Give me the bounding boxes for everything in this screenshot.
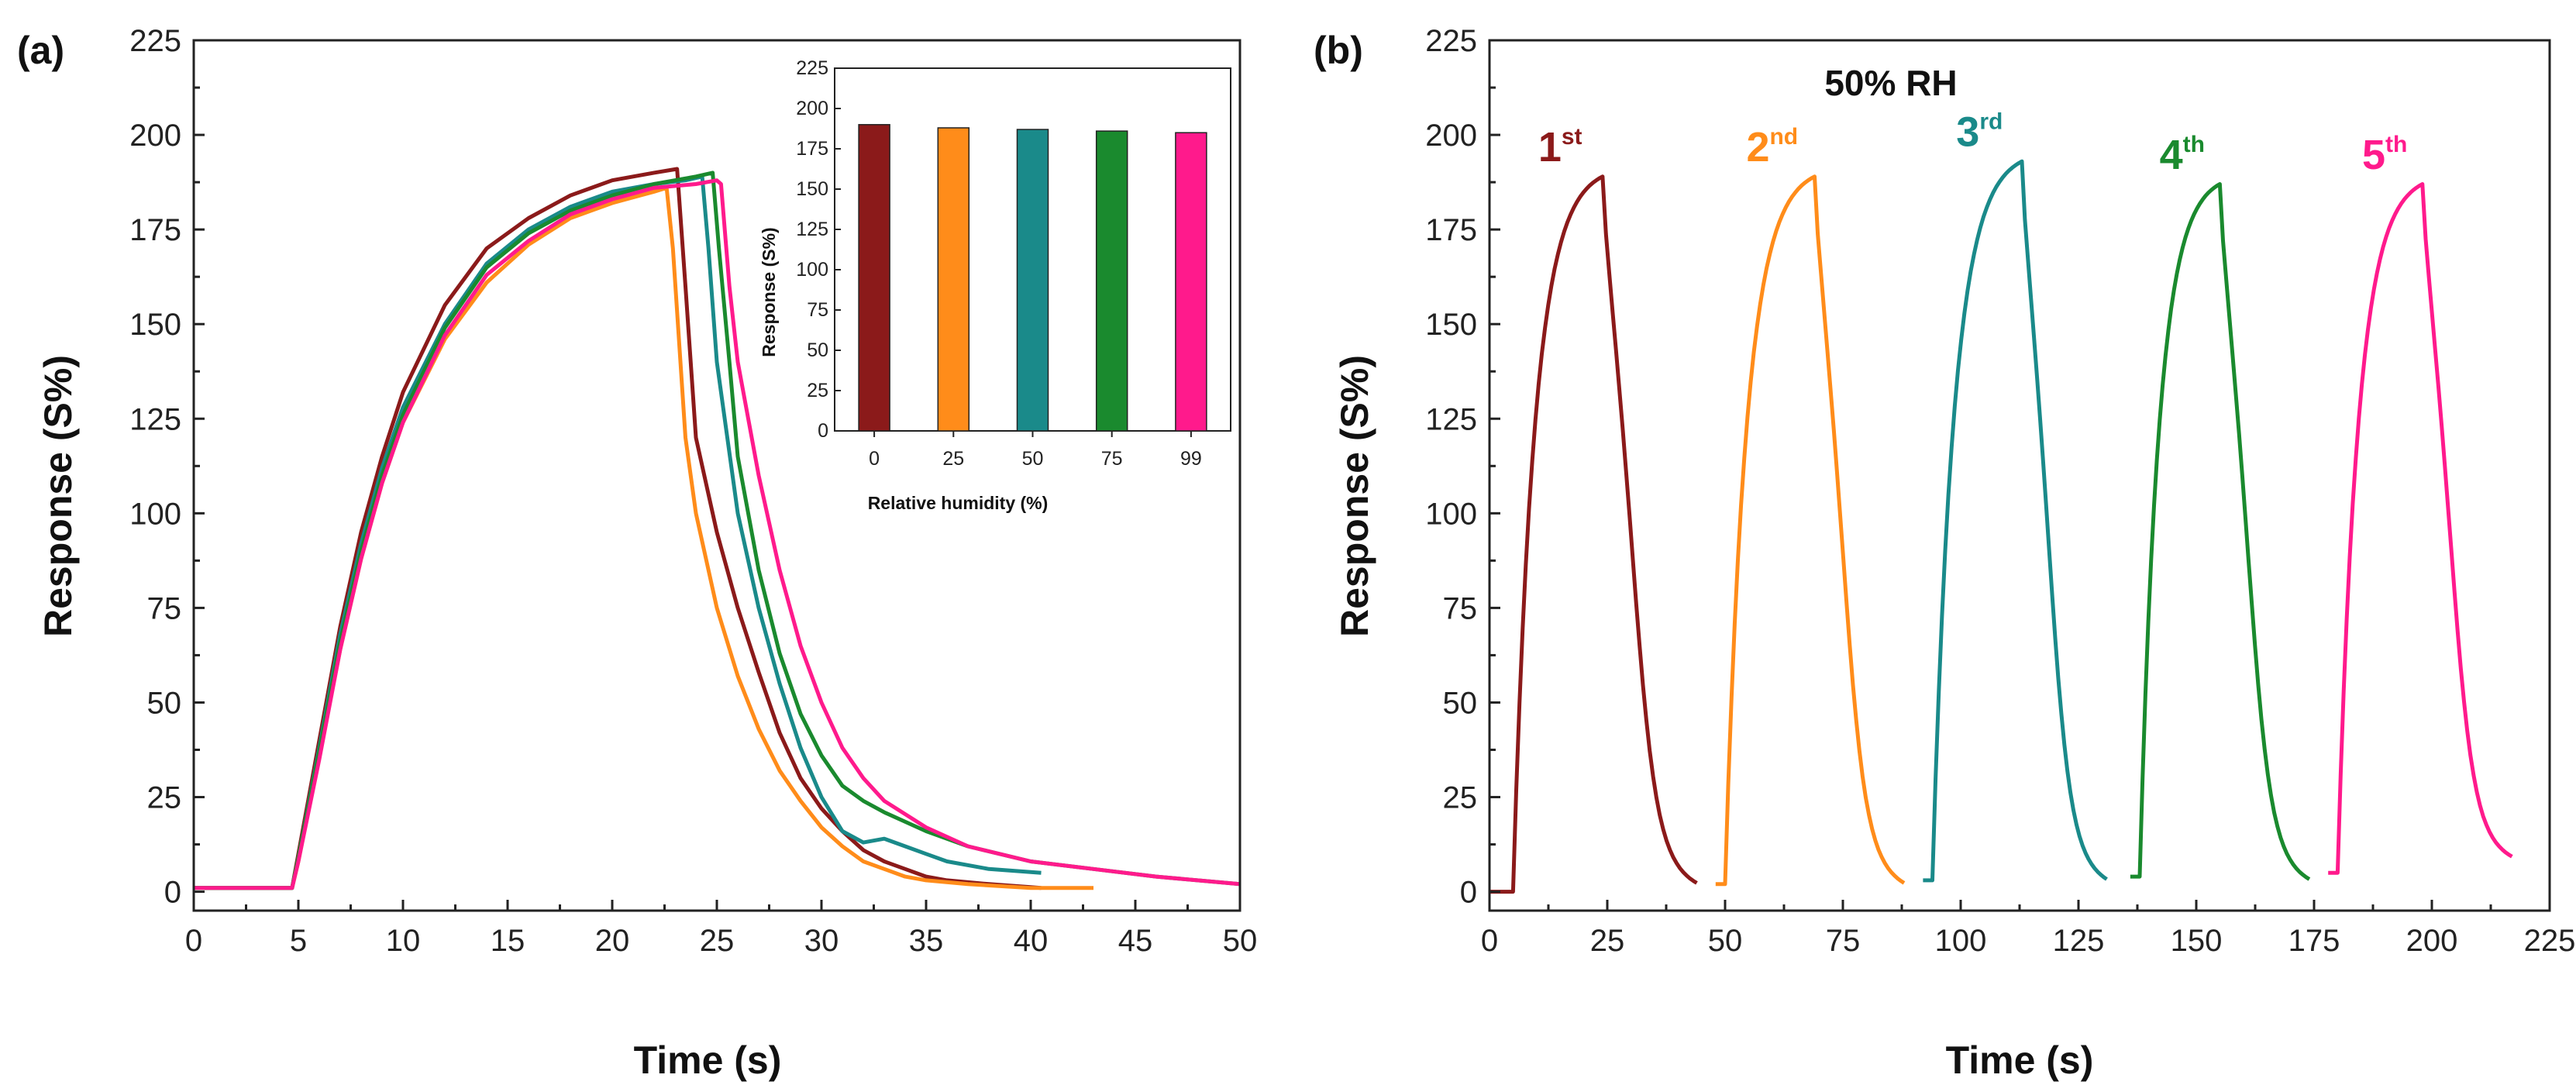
panel-a-y-tick-label: 150: [129, 308, 181, 342]
panel-a-y-tick-label: 0: [164, 876, 181, 910]
panel-b-x-axis-title: Time (s): [1946, 1038, 2094, 1082]
cycle-label-2: 2nd: [1746, 124, 1798, 170]
panel-a-y-tick-label: 25: [147, 781, 182, 815]
panel-b: (b) 1st 2nd 3rd 4th 5th 0 25 50 75 100 125 150 175 2…: [1314, 24, 2575, 1082]
cycle-label-5: 5th: [2362, 132, 2407, 178]
panel-b-axes: 0 25 50 75 100 125 150 175 200 225 0 25 50 75 100 125 15…: [1425, 24, 2575, 958]
panel-b-y-tick-label: 200: [1425, 119, 1477, 153]
cycle-line-2: [1715, 174, 1906, 887]
panel-a-y-tick-label: 50: [147, 686, 182, 720]
panel-a-x-tick-label: 30: [804, 924, 839, 958]
panel-a-y-tick-label: 125: [129, 402, 181, 436]
panel-a-x-tick-label: 0: [185, 924, 202, 958]
panel-b-y-tick-label: 125: [1425, 402, 1477, 436]
panel-b-x-tick-label: 75: [1826, 924, 1861, 958]
panel-b-plot-frame: [1488, 39, 2551, 912]
cycle-label-3: 3rd: [1956, 109, 2003, 156]
panel-b-x-tick-label: 0: [1481, 924, 1498, 958]
inset-bar-chart: Relative humidity (%) Response (S%) 0 25 5…: [759, 57, 1231, 513]
panel-b-y-tick-label: 175: [1425, 213, 1477, 247]
panel-a-axes: 0 5 10 15 20 25 30 35 40 45 50 0 25 50 75 100 125 150 175 2…: [129, 24, 1257, 958]
inset-x-tick-label: 50: [1022, 448, 1044, 470]
panel-a-x-tick-label: 35: [909, 924, 944, 958]
panel-a-label: (a): [17, 29, 64, 72]
panel-a-x-tick-label: 10: [386, 924, 421, 958]
panel-a-x-tick-label: 25: [700, 924, 735, 958]
panel-a: (a) 0 5 10 15 20 25 30 35 40 45 50 0 25 50 75 100 125 150…: [17, 24, 1257, 1082]
cycle-line-4: [2130, 182, 2311, 881]
panel-b-y-tick-label: 50: [1443, 686, 1478, 720]
inset-bar-0: [858, 124, 890, 432]
inset-y-tick-label: 125: [796, 219, 828, 240]
panel-b-x-tick-label: 200: [2406, 924, 2458, 958]
panel-b-y-tick-label: 0: [1460, 876, 1477, 910]
cycle-label-4: 4th: [2160, 132, 2205, 178]
inset-y-axis-title: Response (S%): [759, 227, 779, 356]
panel-a-y-tick-label: 75: [147, 591, 182, 625]
inset-y-tick-label: 200: [796, 98, 828, 119]
panel-a-plot-area: [194, 167, 1241, 890]
panel-a-y-axis-title: Response (S%): [36, 355, 80, 637]
panel-b-label: (b): [1314, 29, 1363, 72]
panel-b-x-tick-label: 225: [2524, 924, 2576, 958]
series-line-99-rh: [194, 178, 1241, 890]
panel-b-x-tick-label: 25: [1590, 924, 1625, 958]
panel-b-y-axis-title: Response (S%): [1333, 355, 1376, 637]
inset-x-tick-label: 75: [1101, 448, 1123, 470]
panel-a-y-tick-label: 200: [129, 119, 181, 153]
cycle-line-1: [1489, 174, 1698, 894]
panel-b-x-tick-label: 50: [1708, 924, 1743, 958]
panel-a-y-tick-label: 100: [129, 497, 181, 531]
panel-b-x-tick-label: 150: [2171, 924, 2223, 958]
inset-bar-25: [937, 127, 970, 432]
panel-a-y-tick-label: 225: [129, 24, 181, 58]
panel-b-x-tick-label: 100: [1935, 924, 1987, 958]
inset-y-tick-label: 225: [796, 57, 828, 79]
panel-b-y-tick-label: 75: [1443, 591, 1478, 625]
panel-b-y-tick-label: 150: [1425, 308, 1477, 342]
inset-bar-75: [1095, 130, 1128, 432]
inset-y-tick-label: 25: [807, 380, 828, 401]
inset-y-tick-label: 100: [796, 259, 828, 281]
panel-b-x-tick-label: 175: [2288, 924, 2340, 958]
panel-b-y-tick-label: 225: [1425, 24, 1477, 58]
panel-b-y-tick-label: 25: [1443, 781, 1478, 815]
inset-bar-99: [1175, 132, 1207, 432]
panel-b-title: 50% RH: [1824, 63, 1957, 103]
inset-y-tick-label: 75: [807, 299, 828, 321]
inset-x-axis-title: Relative humidity (%): [868, 493, 1049, 513]
inset-y-tick-label: 50: [807, 339, 828, 361]
panel-b-y-tick-label: 100: [1425, 497, 1477, 531]
series-line-0-rh: [194, 167, 1042, 890]
inset-x-tick-label: 0: [869, 448, 880, 470]
panel-a-x-tick-label: 15: [491, 924, 525, 958]
cycle-line-5: [2328, 182, 2513, 875]
panel-a-x-tick-label: 50: [1223, 924, 1258, 958]
panel-a-x-tick-label: 20: [595, 924, 630, 958]
panel-a-x-tick-label: 40: [1014, 924, 1049, 958]
cycle-label-1: 1st: [1538, 124, 1582, 170]
panel-b-x-tick-label: 125: [2053, 924, 2105, 958]
inset-y-tick-label: 150: [796, 178, 828, 200]
inset-bar-50: [1016, 129, 1049, 432]
inset-x-tick-label: 99: [1180, 448, 1202, 470]
series-line-75-rh: [194, 170, 1241, 890]
inset-y-tick-label: 0: [818, 420, 828, 442]
panel-b-plot-area: 1st 2nd 3rd 4th 5th: [1489, 109, 2513, 894]
panel-a-y-tick-label: 175: [129, 213, 181, 247]
cycle-line-3: [1923, 159, 2108, 883]
panel-a-x-tick-label: 45: [1118, 924, 1153, 958]
inset-x-tick-label: 25: [942, 448, 964, 470]
panel-a-x-tick-label: 5: [290, 924, 307, 958]
panel-a-x-axis-title: Time (s): [634, 1038, 782, 1082]
inset-y-tick-label: 175: [796, 138, 828, 160]
